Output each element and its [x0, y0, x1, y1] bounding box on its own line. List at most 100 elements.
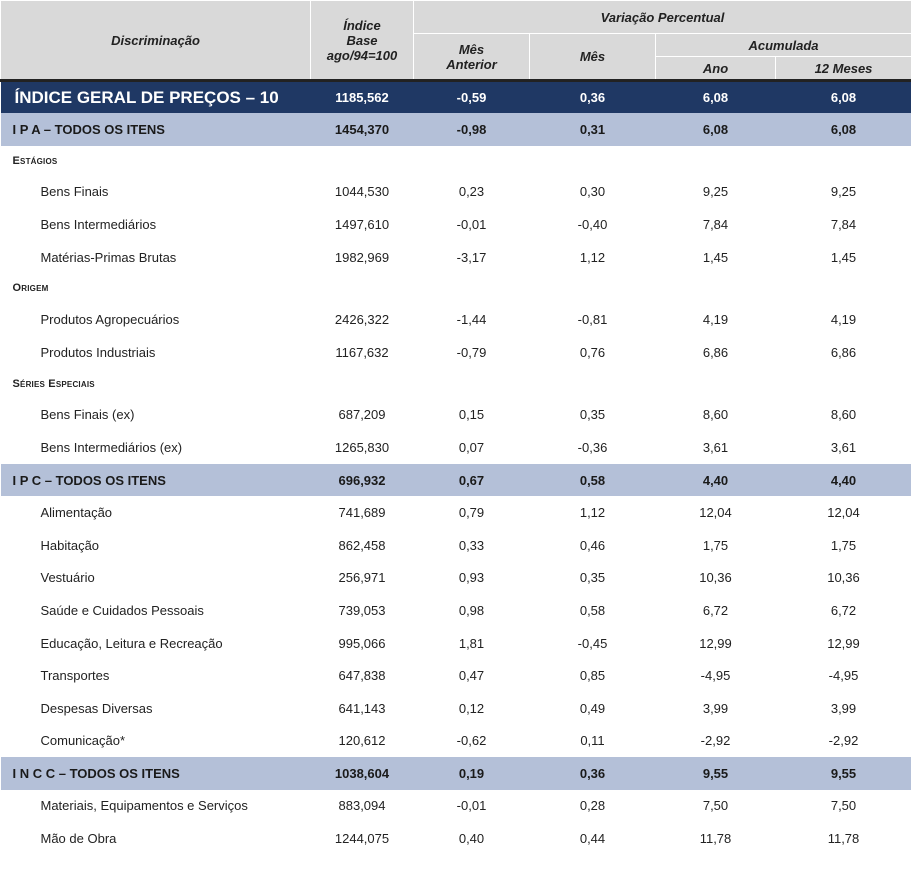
cell-mes: -0,40 — [577, 216, 608, 232]
table-row: Matérias-Primas Brutas 1982,969 -3,17 1,12 1… — [1, 241, 911, 274]
cell-ano: 6,72 — [702, 602, 729, 618]
cell-mes: 0,49 — [579, 700, 606, 716]
cell-doze: 10,36 — [827, 570, 860, 586]
cell-mes-anterior: -1,44 — [456, 312, 487, 328]
cell-label: Séries Especiais — [12, 377, 95, 390]
cell-label: Vestuário — [40, 570, 95, 586]
cell-doze: 12,99 — [827, 635, 860, 651]
group-row: I P C – TODOS OS ITENS 696,932 0,67 0,58 4,4… — [0, 463, 911, 497]
cell-mes-anterior: 0,19 — [413, 757, 530, 790]
cell-doze: 11,78 — [827, 831, 860, 847]
cell-doze: 3,61 — [830, 439, 857, 455]
cell-ano: 9,55 — [655, 757, 776, 790]
cell-ano: 3,61 — [702, 439, 729, 455]
cell-indice: 1265,830 — [334, 439, 390, 455]
header-acumulada: Acumulada — [655, 33, 911, 57]
cell-mes: 0,36 — [529, 80, 656, 113]
cell-ano: 7,50 — [702, 798, 729, 814]
cell-mes: 0,30 — [579, 184, 606, 200]
cell-mes-anterior: -3,17 — [456, 249, 487, 265]
cell-mes: 0,58 — [579, 602, 606, 618]
header-indice-line1: Índice — [343, 17, 381, 33]
cell-mes-anterior: 0,12 — [458, 700, 485, 716]
cell-doze: 1,75 — [830, 537, 857, 553]
cell-mes: 0,44 — [579, 831, 606, 847]
cell-ano: 10,36 — [699, 570, 732, 586]
cell-indice: 741,689 — [338, 505, 386, 521]
cell-doze: -2,92 — [828, 733, 859, 749]
cell-label: Bens Finais (ex) — [40, 407, 135, 423]
table-row: Mão de Obra 1244,075 0,40 0,44 11,78 11,78 — [1, 822, 911, 855]
cell-mes: 1,12 — [579, 505, 606, 521]
cell-mes: 1,12 — [579, 249, 606, 265]
cell-doze: 1,45 — [830, 249, 857, 265]
cell-indice: 1244,075 — [334, 831, 390, 847]
cell-mes-anterior: 0,98 — [458, 602, 485, 618]
cell-label: Matérias-Primas Brutas — [40, 249, 177, 265]
cell-mes: 0,36 — [529, 757, 656, 790]
cell-mes-anterior: 0,67 — [413, 463, 530, 497]
cell-ano: 6,86 — [702, 344, 729, 360]
section-header-row: Estágios — [1, 146, 911, 176]
cell-ano: 4,19 — [702, 312, 729, 328]
cell-ano: 12,04 — [699, 505, 732, 521]
cell-indice: 2426,322 — [334, 312, 390, 328]
cell-mes: 0,85 — [579, 668, 606, 684]
cell-label: Bens Intermediários — [40, 216, 157, 232]
cell-indice: 120,612 — [338, 733, 386, 749]
cell-indice: 1982,969 — [334, 249, 390, 265]
cell-indice: 1454,370 — [310, 113, 414, 146]
header-indice-line3: ago/94=100 — [326, 47, 398, 63]
cell-indice: 883,094 — [338, 798, 386, 814]
cell-label: I N C C – TODOS OS ITENS — [0, 757, 311, 790]
cell-mes: 0,46 — [579, 537, 606, 553]
cell-mes: -0,36 — [577, 439, 608, 455]
cell-ano: 6,08 — [655, 113, 776, 146]
cell-mes: 0,28 — [579, 798, 606, 814]
cell-indice: 1044,530 — [334, 184, 390, 200]
cell-indice: 256,971 — [338, 570, 386, 586]
cell-label: Educação, Leitura e Recreação — [40, 635, 223, 651]
cell-doze: 6,08 — [775, 80, 911, 113]
cell-mes: -0,45 — [577, 635, 608, 651]
cell-doze: 6,08 — [775, 113, 911, 146]
table-body: ÍNDICE GERAL DE PREÇOS – 10 1185,562 -0,59… — [0, 80, 911, 855]
cell-mes-anterior: -0,01 — [456, 216, 487, 232]
cell-indice: 647,838 — [338, 668, 386, 684]
cell-ano: 3,99 — [702, 700, 729, 716]
cell-ano: 9,25 — [702, 184, 729, 200]
cell-mes-anterior: 0,47 — [458, 668, 485, 684]
table-row: Produtos Industriais 1167,632 -0,79 0,76 6,8… — [1, 336, 911, 369]
group-row: I N C C – TODOS OS ITENS 1038,604 0,19 0,36… — [0, 757, 911, 790]
section-header-row: Séries Especiais — [1, 369, 911, 399]
header-12-meses: 12 Meses — [775, 56, 911, 82]
table-row: Comunicação* 120,612 -0,62 0,11 -2,92 -2,92 — [1, 725, 911, 758]
cell-doze: 4,40 — [775, 463, 911, 497]
cell-mes-anterior: 1,81 — [458, 635, 485, 651]
cell-label: Estágios — [12, 154, 58, 167]
cell-doze: 9,55 — [775, 757, 911, 790]
cell-doze: 4,19 — [830, 312, 857, 328]
cell-indice: 1497,610 — [334, 216, 390, 232]
cell-indice: 687,209 — [338, 407, 386, 423]
cell-indice: 1038,604 — [310, 757, 414, 790]
header-ano: Ano — [655, 56, 776, 82]
cell-label: Saúde e Cuidados Pessoais — [40, 602, 204, 618]
cell-indice: 862,458 — [338, 537, 386, 553]
group-row: I P A – TODOS OS ITENS 1454,370 -0,98 0,31 6… — [0, 113, 911, 146]
cell-doze: 12,04 — [827, 505, 860, 521]
cell-label: Transportes — [40, 668, 110, 684]
cell-label: Produtos Agropecuários — [40, 312, 180, 328]
table-header: Discriminação Índice Base ago/94=100 Var… — [0, 0, 911, 82]
header-discriminacao: Discriminação — [0, 0, 311, 82]
cell-ano: -2,92 — [700, 733, 731, 749]
cell-mes-anterior: -0,59 — [413, 80, 530, 113]
geral-row: ÍNDICE GERAL DE PREÇOS – 10 1185,562 -0,59… — [0, 80, 911, 113]
cell-mes: 0,35 — [579, 407, 606, 423]
cell-label: Despesas Diversas — [40, 700, 153, 716]
table-row: Bens Finais (ex) 687,209 0,15 0,35 8,60 8,60 — [1, 399, 911, 432]
header-mes-anterior-line1: Mês — [458, 41, 485, 57]
cell-indice: 641,143 — [338, 700, 386, 716]
cell-label: Origem — [12, 282, 49, 295]
cell-doze: 7,84 — [830, 216, 857, 232]
